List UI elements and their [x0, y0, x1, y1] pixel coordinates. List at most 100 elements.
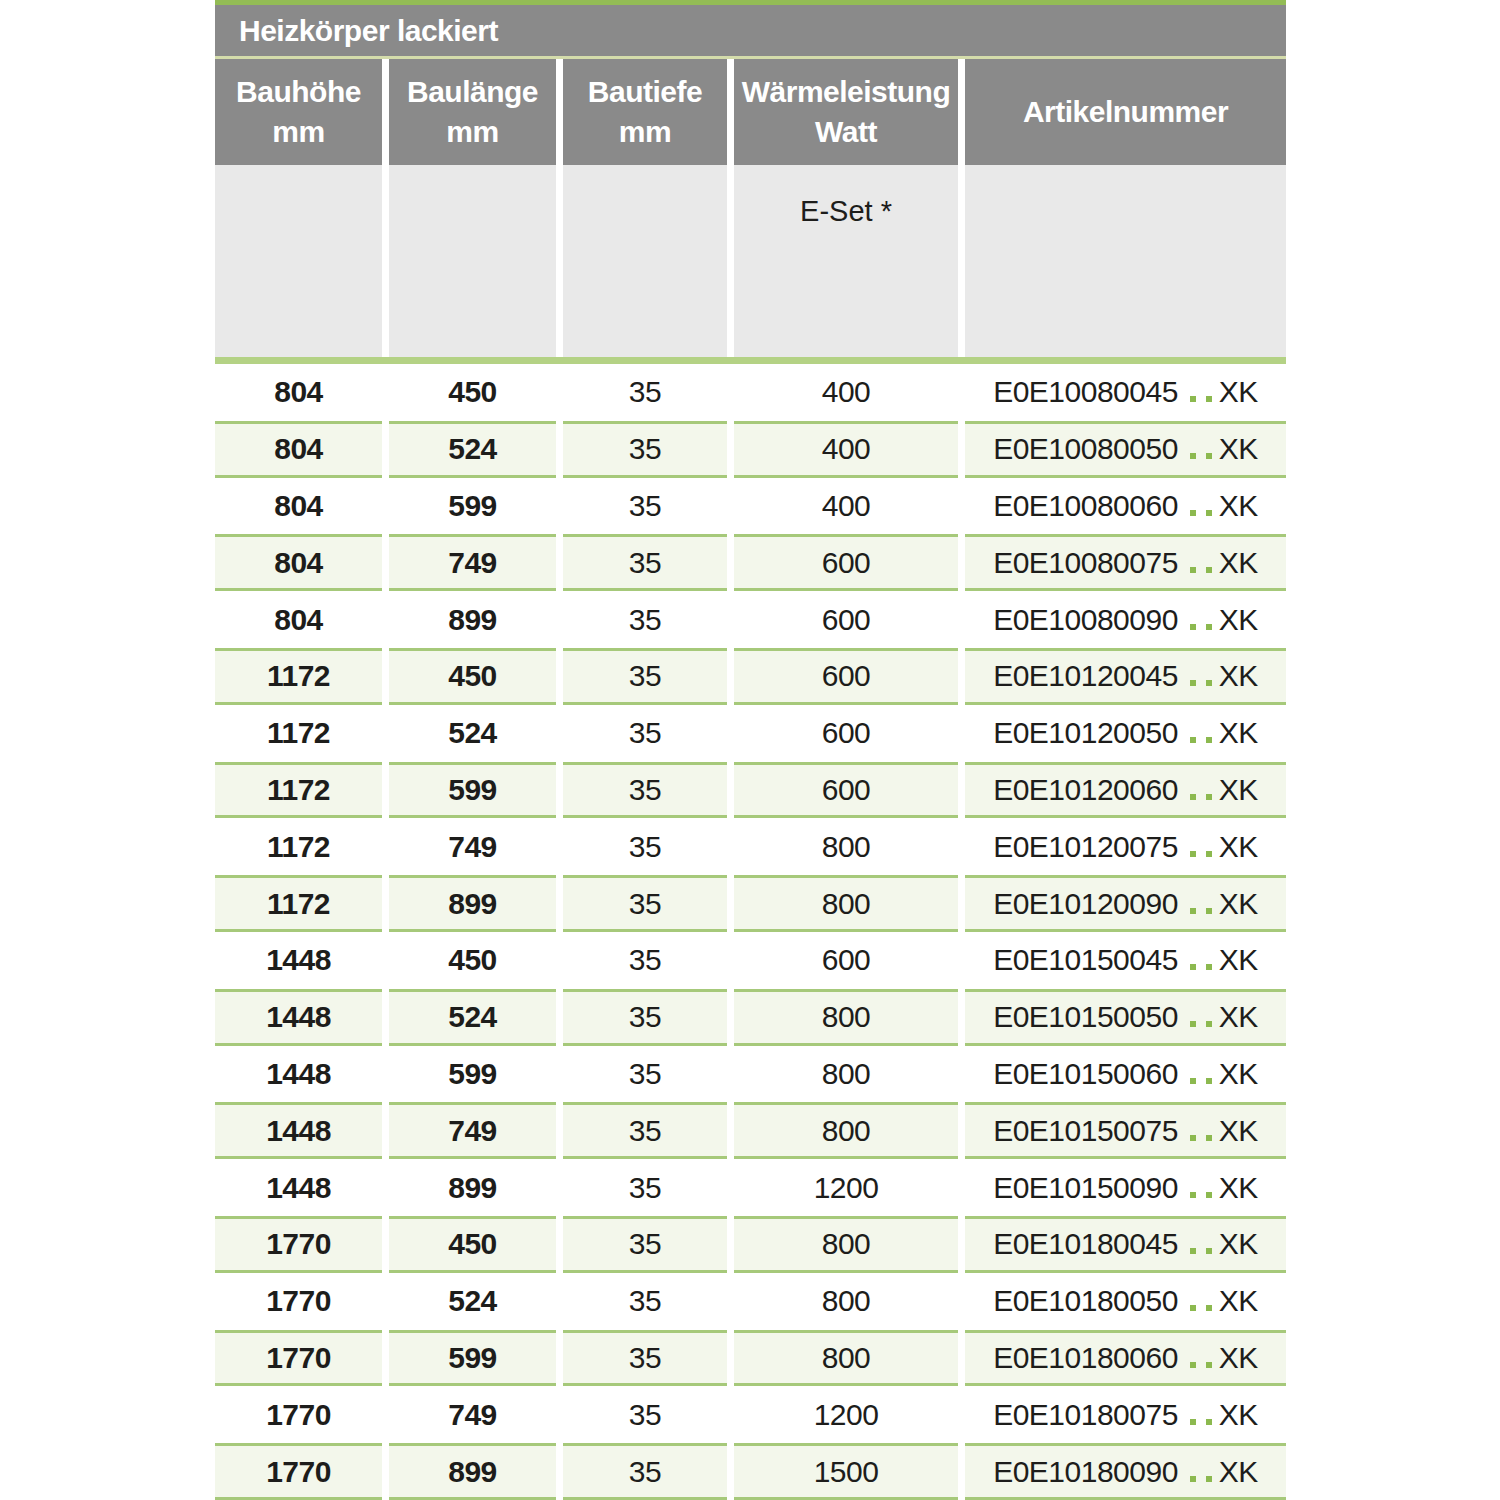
artikel-prefix: E0E10180060 — [993, 1341, 1178, 1374]
artikelnummer-value: E0E10150075XK — [993, 1114, 1258, 1148]
artikel-dot-icon — [1190, 737, 1196, 743]
cell-artikelnummer: E0E10120050XK — [965, 705, 1286, 762]
artikel-suffix: XK — [1219, 1171, 1258, 1204]
cell-waermeleistung: 600 — [734, 932, 958, 989]
table-row: 1448 899 35 1200 E0E10150090XK — [215, 1159, 1286, 1216]
cell-baulaenge: 899 — [389, 1159, 556, 1216]
cell-artikelnummer: E0E10080060XK — [965, 478, 1286, 535]
artikel-suffix: XK — [1219, 1398, 1258, 1431]
artikel-prefix: E0E10180045 — [993, 1227, 1178, 1260]
column-header-label: Wärmeleistung — [742, 72, 951, 112]
artikel-prefix: E0E10080050 — [993, 432, 1178, 465]
table-row: 1770 899 35 1500 E0E10180090XK — [215, 1443, 1286, 1500]
artikelnummer-value: E0E10080045 XK — [993, 375, 1258, 409]
cell-bautiefe: 35 — [563, 421, 727, 478]
artikel-suffix: XK — [1219, 1057, 1258, 1090]
artikel-dot-icon — [1206, 1305, 1212, 1311]
table-row: 1770 749 35 1200 E0E10180075XK — [215, 1386, 1286, 1443]
cell-artikelnummer: E0E10180060XK — [965, 1330, 1286, 1387]
cell-waermeleistung: 400 — [734, 478, 958, 535]
cell-artikelnummer: E0E10120090XK — [965, 875, 1286, 932]
cell-bautiefe: 35 — [563, 648, 727, 705]
cell-artikelnummer: E0E10120045XK — [965, 648, 1286, 705]
cell-artikelnummer: E0E10080050XK — [965, 421, 1286, 478]
cell-waermeleistung: 800 — [734, 875, 958, 932]
table-title: Heizkörper lackiert — [239, 14, 498, 48]
subheader-cell-bauhoehe — [215, 165, 382, 357]
artikel-dot-icon — [1190, 1192, 1196, 1198]
artikel-dot-icon — [1206, 964, 1212, 970]
artikel-dot-icon — [1190, 1248, 1196, 1254]
cell-waermeleistung: 600 — [734, 705, 958, 762]
table-row: 1770 524 35 800 E0E10180050XK — [215, 1273, 1286, 1330]
cell-baulaenge: 599 — [389, 762, 556, 819]
column-header-baulaenge: Baulänge mm — [389, 59, 556, 165]
artikel-suffix: XK — [1219, 1114, 1258, 1147]
cell-waermeleistung: 1200 — [734, 1159, 958, 1216]
artikelnummer-value: E0E10150090XK — [993, 1171, 1258, 1205]
cell-baulaenge: 599 — [389, 1046, 556, 1103]
cell-waermeleistung: 800 — [734, 989, 958, 1046]
cell-baulaenge: 450 — [389, 364, 556, 421]
cell-bauhoehe: 1448 — [215, 1102, 382, 1159]
cell-waermeleistung: 600 — [734, 648, 958, 705]
table-row: 1448 599 35 800 E0E10150060XK — [215, 1046, 1286, 1103]
artikel-dot-icon — [1206, 1476, 1212, 1482]
artikelnummer-value: E0E10120050XK — [993, 716, 1258, 750]
artikel-prefix: E0E10150045 — [993, 943, 1178, 976]
table-row: 1172 524 35 600 E0E10120050XK — [215, 705, 1286, 762]
artikelnummer-value: E0E10180090XK — [993, 1455, 1258, 1489]
column-header-label: Bauhöhe — [236, 72, 361, 112]
artikel-suffix: XK — [1219, 489, 1258, 522]
cell-artikelnummer: E0E10150045XK — [965, 932, 1286, 989]
cell-artikelnummer: E0E10150060XK — [965, 1046, 1286, 1103]
cell-bautiefe: 35 — [563, 1273, 727, 1330]
artikel-dot-icon — [1190, 1305, 1196, 1311]
cell-baulaenge: 450 — [389, 648, 556, 705]
artikel-prefix: E0E10080075 — [993, 546, 1178, 579]
artikel-dot-icon — [1190, 680, 1196, 686]
cell-artikelnummer: E0E10180045 XK — [965, 1216, 1286, 1273]
column-header-artikelnummer: Artikelnummer — [965, 59, 1286, 165]
subheader-row: E-Set * — [215, 165, 1286, 357]
cell-bauhoehe: 1172 — [215, 762, 382, 819]
artikel-prefix: E0E10150050 — [993, 1000, 1178, 1033]
cell-bautiefe: 35 — [563, 1046, 727, 1103]
cell-waermeleistung: 600 — [734, 534, 958, 591]
artikel-prefix: E0E10080090 — [993, 603, 1178, 636]
artikel-dot-icon — [1206, 1248, 1212, 1254]
cell-bautiefe: 35 — [563, 1159, 727, 1216]
artikel-dot-icon — [1190, 567, 1196, 573]
cell-artikelnummer: E0E10150050XK — [965, 989, 1286, 1046]
table-row: 1172 899 35 800 E0E10120090XK — [215, 875, 1286, 932]
cell-waermeleistung: 800 — [734, 1046, 958, 1103]
artikel-dot-icon — [1190, 624, 1196, 630]
column-header-bautiefe: Bautiefe mm — [563, 59, 727, 165]
artikel-prefix: E0E10080045 — [993, 375, 1178, 408]
table-row: 804 599 35 400 E0E10080060XK — [215, 478, 1286, 535]
artikel-suffix: XK — [1219, 716, 1258, 749]
column-header-unit: mm — [619, 112, 671, 152]
artikel-suffix: XK — [1219, 375, 1258, 408]
subheader-cell-artikelnummer — [965, 165, 1286, 357]
cell-waermeleistung: 400 — [734, 364, 958, 421]
artikel-suffix: XK — [1219, 773, 1258, 806]
page: Heizkörper lackiert Bauhöhe mm Baulänge … — [0, 0, 1500, 1500]
artikel-suffix: XK — [1219, 1227, 1258, 1260]
column-header-label: Bautiefe — [588, 72, 702, 112]
artikel-dot-icon — [1190, 453, 1196, 459]
cell-baulaenge: 749 — [389, 1102, 556, 1159]
artikel-dot-icon — [1206, 1078, 1212, 1084]
table-row: 804 450 35 400 E0E10080045XK — [215, 364, 1286, 421]
table-row: 1172 749 35 800 E0E10120075XK — [215, 818, 1286, 875]
artikel-suffix: XK — [1219, 830, 1258, 863]
artikel-dot-icon — [1190, 1419, 1196, 1425]
cell-bauhoehe: 804 — [215, 534, 382, 591]
artikel-suffix: XK — [1219, 546, 1258, 579]
cell-baulaenge: 524 — [389, 705, 556, 762]
artikel-dot-icon — [1206, 567, 1212, 573]
artikel-suffix: XK — [1219, 887, 1258, 920]
cell-bauhoehe: 804 — [215, 364, 382, 421]
cell-artikelnummer: E0E10080075 XK — [965, 534, 1286, 591]
cell-baulaenge: 524 — [389, 1273, 556, 1330]
